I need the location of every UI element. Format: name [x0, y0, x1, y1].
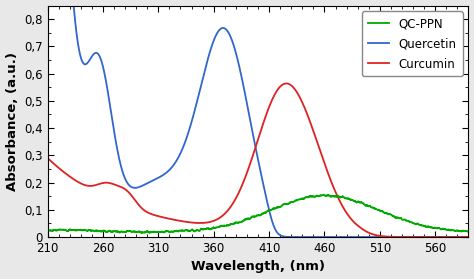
- Curcumin: [118, 185, 123, 188]
- Quercetin: [465, 235, 471, 239]
- Quercetin: [93, 51, 99, 55]
- QC-PPN: [146, 231, 152, 234]
- Quercetin: [45, 4, 50, 7]
- Line: Curcumin: Curcumin: [47, 83, 468, 237]
- Curcumin: [206, 220, 212, 224]
- Y-axis label: Absorbance, (a.u.): Absorbance, (a.u.): [6, 52, 18, 191]
- QC-PPN: [45, 229, 50, 232]
- Curcumin: [224, 210, 230, 213]
- Curcumin: [45, 157, 50, 160]
- QC-PPN: [465, 230, 471, 233]
- QC-PPN: [457, 230, 463, 233]
- Curcumin: [457, 235, 463, 239]
- Quercetin: [118, 163, 123, 166]
- QC-PPN: [206, 227, 212, 230]
- Quercetin: [457, 235, 463, 239]
- Line: Quercetin: Quercetin: [47, 6, 468, 237]
- Legend: QC-PPN, Quercetin, Curcumin: QC-PPN, Quercetin, Curcumin: [362, 11, 463, 76]
- Quercetin: [206, 53, 212, 57]
- Quercetin: [412, 235, 418, 239]
- QC-PPN: [225, 223, 230, 227]
- Curcumin: [465, 235, 471, 239]
- Line: QC-PPN: QC-PPN: [47, 194, 468, 233]
- QC-PPN: [321, 193, 327, 196]
- QC-PPN: [93, 229, 99, 233]
- QC-PPN: [412, 222, 418, 226]
- X-axis label: Wavelength, (nm): Wavelength, (nm): [191, 260, 325, 273]
- QC-PPN: [118, 230, 123, 234]
- Quercetin: [224, 29, 230, 32]
- Curcumin: [412, 235, 418, 239]
- Curcumin: [93, 183, 99, 187]
- Curcumin: [283, 82, 289, 85]
